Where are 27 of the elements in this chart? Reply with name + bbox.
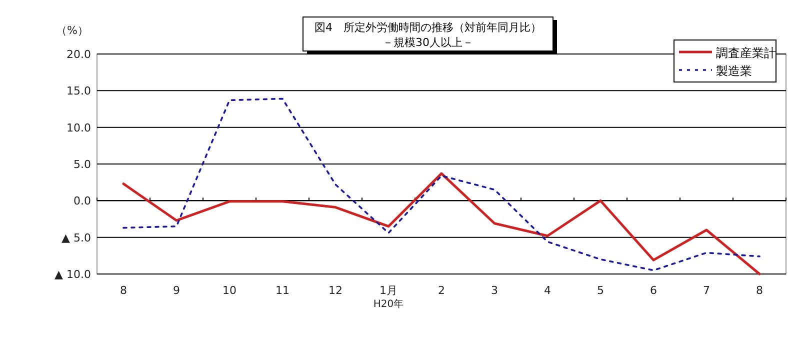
y-tick-label: 10.0 bbox=[66, 121, 91, 134]
y-axis-title: （%） bbox=[56, 24, 88, 37]
y-tick-label: 15.0 bbox=[66, 84, 91, 98]
x-tick-label: 1月 H20年 bbox=[373, 284, 404, 310]
legend-label: 製造業 bbox=[716, 64, 752, 78]
line-series bbox=[122, 98, 760, 272]
x-tick-label: 12 bbox=[328, 284, 342, 297]
legend-label: 調査産業計 bbox=[716, 46, 776, 60]
x-tick-label: 8 bbox=[120, 284, 127, 297]
chart-subtitle: －規模30人以上－ bbox=[382, 36, 474, 49]
y-tick-label: ▲ 5.0 bbox=[62, 231, 91, 244]
x-tick-label: 6 bbox=[650, 284, 657, 297]
y-tick-label: 20.0 bbox=[66, 48, 91, 61]
x-tick-label: 10 bbox=[222, 284, 236, 297]
x-tick-label: 7 bbox=[703, 284, 710, 297]
y-tick-label: 0.0 bbox=[74, 194, 91, 208]
x-tick-label: 2 bbox=[438, 284, 445, 297]
chart-title: 図4 所定外労働時間の推移（対前年同月比） bbox=[314, 21, 542, 34]
x-tick-label: 11 bbox=[276, 284, 290, 297]
x-tick-label: 4 bbox=[544, 284, 551, 297]
line-series bbox=[122, 172, 761, 276]
y-tick-label: 5.0 bbox=[74, 158, 91, 171]
x-tick-label: 9 bbox=[173, 284, 180, 297]
x-tick-label: 5 bbox=[597, 284, 604, 297]
y-tick-label: ▲ 10.0 bbox=[54, 268, 91, 281]
x-tick-label: 3 bbox=[491, 284, 498, 297]
x-tick-label: 8 bbox=[756, 284, 763, 297]
